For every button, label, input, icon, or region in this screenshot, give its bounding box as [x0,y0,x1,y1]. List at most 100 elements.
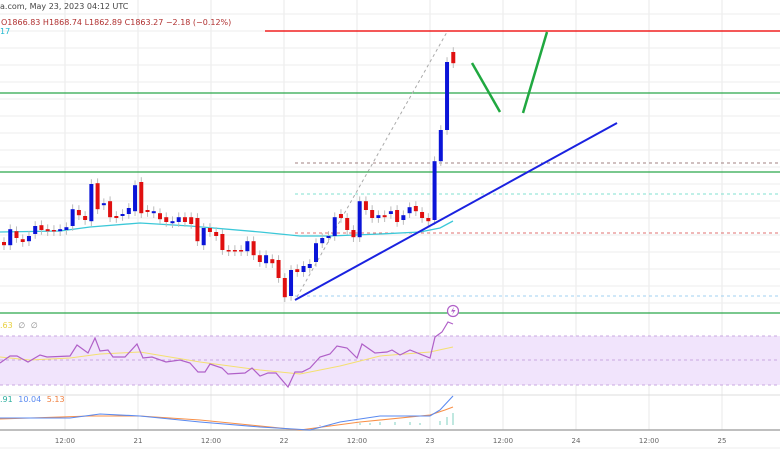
rsi-ma-line [0,346,454,375]
bearish-candle [395,210,400,222]
bullish-candle [314,243,318,262]
bearish-candle [295,269,300,272]
bullish-candle [101,203,106,206]
macd-value: 10.04 [18,395,42,404]
bullish-candle [120,214,125,216]
bearish-candle [76,210,81,216]
time-tick-label: 25 [717,437,727,445]
time-tick-label: 23 [425,437,435,445]
bullish-candle [438,130,443,162]
bearish-candle [139,182,144,214]
bearish-candle [220,234,225,250]
bullish-candle [326,236,331,238]
time-tick-label: 21 [133,437,143,445]
bearish-candle [338,214,343,218]
ma-value: 17 [0,27,11,36]
time-tick-label: 12:00 [638,437,660,445]
bearish-candle [95,183,100,210]
projection-up-line[interactable] [521,31,549,114]
bullish-candle [176,217,181,222]
bullish-trend-line[interactable] [294,122,618,301]
bearish-candle [189,217,194,224]
bearish-candle [51,230,56,232]
bearish-candle [145,210,150,212]
bearish-candle [351,230,356,238]
bullish-candle [289,270,294,296]
time-tick-label: 12:00 [346,437,368,445]
time-tick-label: 12:00 [200,437,222,445]
bearish-candle [257,255,262,262]
bullish-candle [133,185,138,212]
bearish-candle [426,218,431,222]
bullish-candle [301,266,306,272]
ohlc-readout: O1866.83 H1868.74 L1862.89 C1863.27 −2.1… [1,18,232,27]
bullish-candle [357,201,362,238]
time-tick-label: 12:00 [492,437,514,445]
bearish-candle [2,242,6,246]
bearish-candle [226,250,231,252]
bullish-candle [89,184,94,222]
bullish-candle [26,236,31,242]
rsi-legend: .63 ∅ ∅ [0,321,38,330]
fib-trend-line [296,31,448,298]
bearish-candle [207,228,212,232]
projection-down-line[interactable] [470,62,502,113]
bullish-candle [201,228,206,246]
bearish-candle [420,212,425,218]
bearish-candle [20,239,25,242]
bearish-candle [108,201,113,218]
bearish-candle [251,241,256,256]
bearish-candle [451,52,456,64]
time-tick-label: 22 [279,437,289,445]
macd-signal-value: 5.13 [46,395,65,404]
bullish-candle [245,241,250,252]
bearish-candle [158,213,162,220]
bearish-candle [39,225,44,230]
time-tick-label: 12:00 [54,437,76,445]
lightning-icon[interactable] [446,304,460,318]
bearish-candle [45,229,50,232]
bearish-candle [282,278,287,298]
bearish-candle [232,250,237,252]
bullish-candle [8,229,13,246]
bullish-candle [388,211,393,214]
bullish-candle [376,215,381,218]
bearish-candle [164,217,169,222]
rsi-extra-1: ∅ [18,321,26,330]
time-tick-label: 24 [571,437,581,445]
rsi-extra-2: ∅ [30,321,38,330]
bearish-candle [83,216,88,220]
bullish-candle [126,208,131,214]
chart-source-line: a.com, May 23, 2023 04:12 UTC [0,2,129,11]
bullish-candle [33,226,38,234]
bearish-candle [14,231,19,238]
bullish-candle [407,207,412,214]
bearish-candle [214,232,219,236]
bearish-candle [114,216,119,218]
bullish-candle [170,221,175,224]
candles [2,47,456,302]
bearish-candle [182,217,187,222]
macd-legend: .91 10.04 5.13 [0,395,65,404]
bullish-candle [64,227,69,230]
bullish-candle [70,209,75,226]
rsi-value: .63 [0,321,13,330]
macd-signal-line [0,406,454,431]
bullish-candle [320,238,325,244]
bearish-candle [382,215,387,218]
bullish-candle [401,215,406,220]
bearish-candle [370,210,375,218]
bullish-candle [151,211,156,214]
bearish-candle [239,250,244,252]
bearish-candle [270,259,275,264]
bullish-candle [332,217,337,236]
bearish-candle [363,201,368,210]
bullish-candle [445,62,450,130]
bearish-candle [345,218,350,230]
bearish-candle [195,218,200,242]
bullish-candle [307,264,312,268]
bullish-candle [264,255,269,264]
rsi-line [0,321,454,389]
moving-average-line [0,220,454,237]
